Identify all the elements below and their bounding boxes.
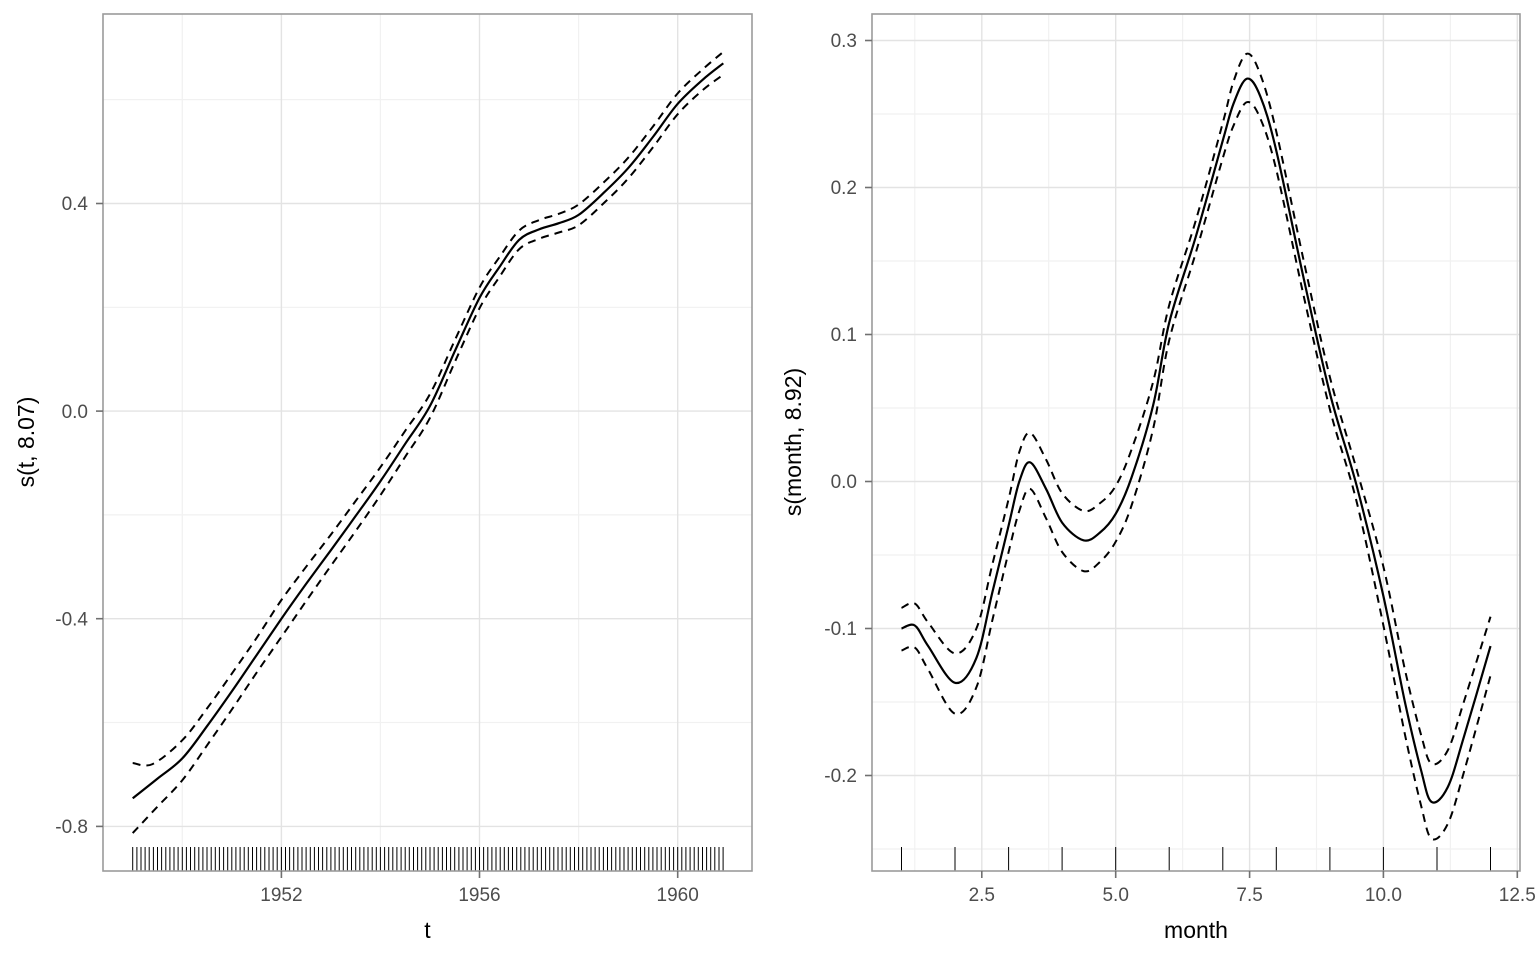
grid-major — [103, 14, 752, 871]
panel-border — [102, 13, 753, 872]
y-tick-label: 0.2 — [831, 178, 857, 199]
panel-left: 1952 1956 1960 0.4 0.0 -0.4 -0.8 t s(t, 8.07) — [13, 13, 753, 943]
y-tick-label: -0.1 — [824, 619, 857, 640]
estimate-curve — [132, 62, 724, 800]
y-tick-label: -0.4 — [55, 609, 88, 630]
upper-ci-curve — [132, 51, 724, 767]
y-tick-label: 0.0 — [831, 472, 857, 493]
x-axis-title: month — [1164, 917, 1228, 943]
x-tick-label: 1952 — [260, 885, 302, 906]
y-tick-label: 0.1 — [831, 325, 857, 346]
x-axis-title: t — [424, 917, 431, 943]
upper-ci-curve — [901, 52, 1492, 766]
x-tick-label: 10.0 — [1365, 885, 1402, 906]
y-tick-label: -0.8 — [55, 817, 88, 838]
y-tick-label: 0.0 — [62, 402, 88, 423]
grid-major — [872, 14, 1520, 871]
y-axis-title: s(month, 8.92) — [780, 368, 806, 516]
panel-border — [871, 13, 1521, 872]
panel-right: 2.5 5.0 7.5 10.0 12.5 0.3 0.2 0.1 0.0 -0.1 -0.2 mon… — [780, 13, 1536, 943]
y-tick-label: -0.2 — [824, 766, 857, 787]
x-tick-label: 7.5 — [1236, 885, 1262, 906]
x-tick-label: 1956 — [458, 885, 500, 906]
panel-background — [103, 14, 752, 871]
lower-ci-curve — [901, 101, 1492, 841]
y-tick-label: 0.4 — [62, 194, 89, 215]
rug — [132, 847, 724, 871]
y-axis-title: s(t, 8.07) — [13, 397, 39, 488]
rug — [901, 847, 1491, 871]
x-tick-label: 1960 — [657, 885, 699, 906]
lower-ci-curve — [131, 73, 724, 834]
y-tick-label: 0.3 — [831, 31, 857, 52]
x-tick-label: 12.5 — [1499, 885, 1536, 906]
x-tick-label: 2.5 — [969, 885, 995, 906]
panel-background — [872, 14, 1520, 871]
x-tick-label: 5.0 — [1102, 885, 1128, 906]
estimate-curve — [901, 77, 1492, 804]
grid-minor — [103, 14, 752, 871]
